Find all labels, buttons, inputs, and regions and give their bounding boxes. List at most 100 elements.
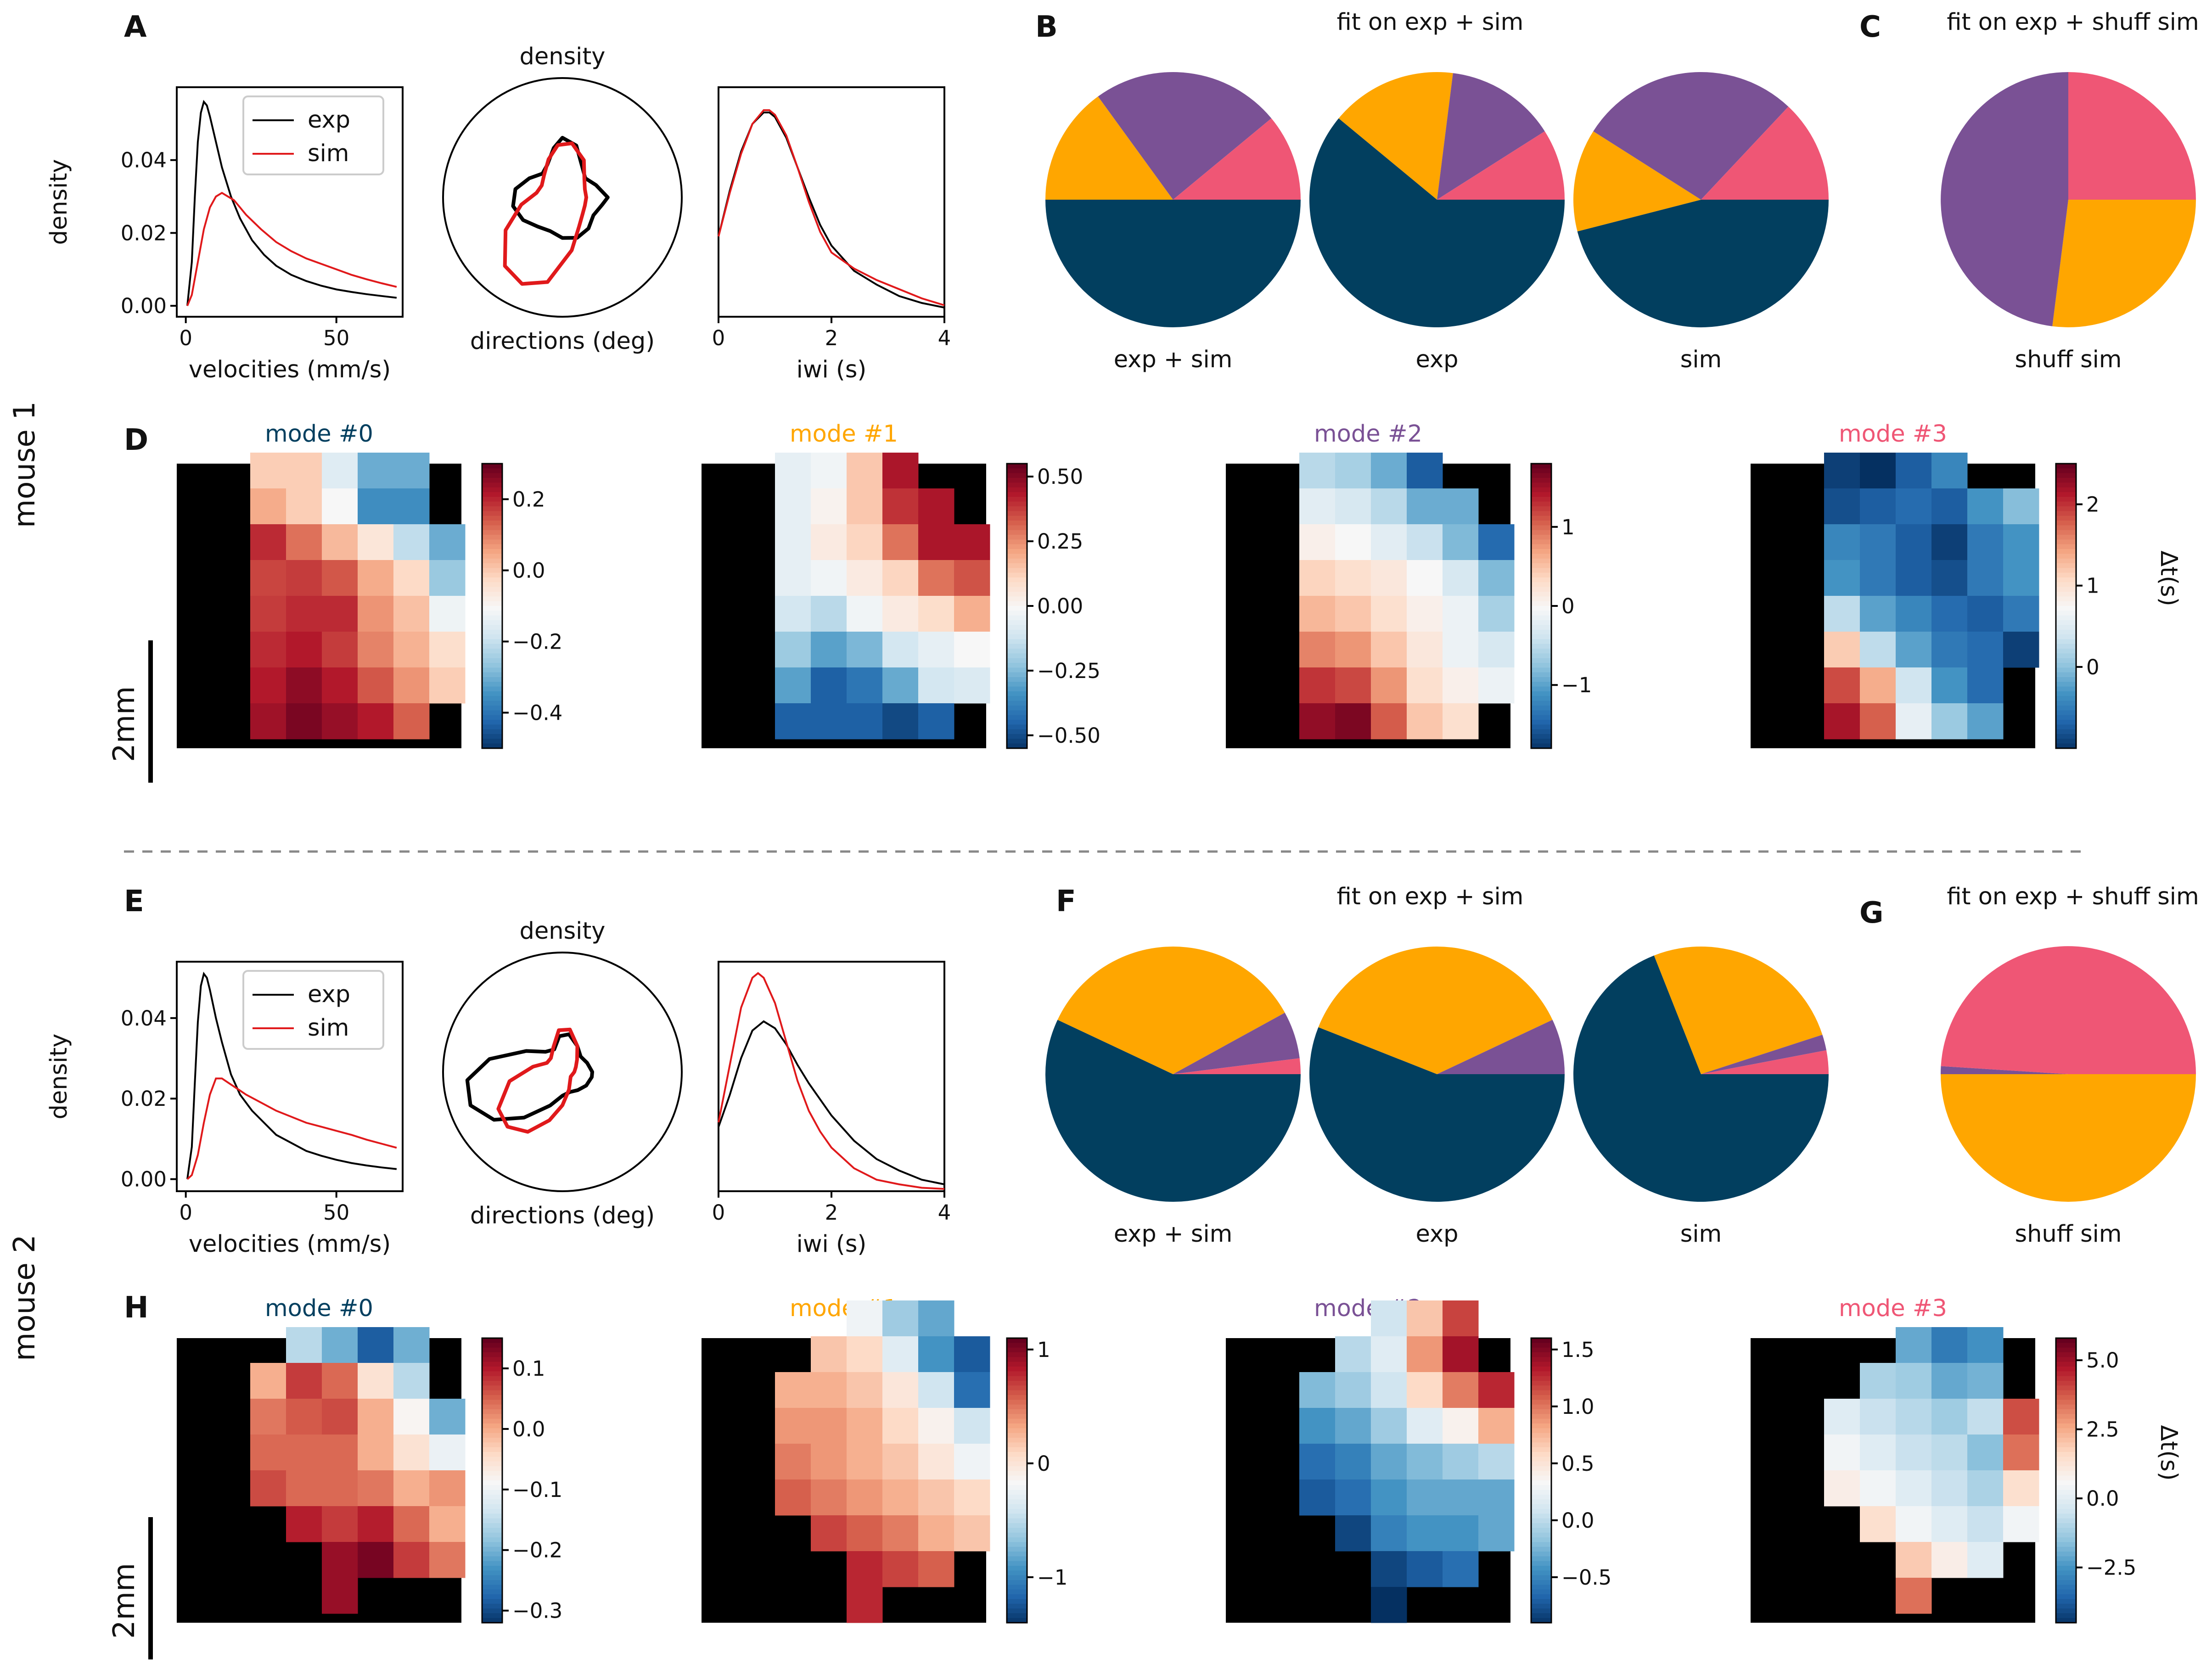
heatmap-cell [1967, 596, 2004, 632]
colorbar-step [1007, 1575, 1027, 1580]
heatmap-cell [1371, 488, 1407, 525]
colorbar-step [1531, 606, 1551, 611]
colorbar-step [1531, 1613, 1551, 1619]
heatmap-cell [775, 1444, 811, 1480]
colorbar-step [2056, 1362, 2076, 1367]
colorbar-step [2056, 1618, 2076, 1623]
colorbar-step [1531, 1376, 1551, 1381]
direction-line-exp [511, 136, 610, 240]
heatmap-cell [1443, 1336, 1479, 1373]
heatmap-cell [1335, 1444, 1371, 1480]
heatmap-cell [429, 667, 466, 704]
colorbar-step [2056, 739, 2076, 744]
colorbar-step [1531, 1485, 1551, 1491]
heatmap-cell [322, 560, 358, 596]
iwi-xlabel: iwi (s) [797, 356, 867, 383]
colorbar-step [482, 516, 502, 521]
colorbar-step [1007, 606, 1027, 611]
heatmap-cell [1967, 667, 2004, 704]
colorbar-step [1007, 1423, 1027, 1429]
heatmap-cell [250, 488, 286, 525]
colorbar-step [1531, 739, 1551, 744]
heatmap-cell [358, 560, 394, 596]
colorbar-step [482, 592, 502, 597]
colorbar-step [1531, 1542, 1551, 1547]
colorbar-step [1531, 1603, 1551, 1609]
colorbar-step [2056, 1485, 2076, 1491]
heatmap-cell [775, 596, 811, 632]
colorbar-step [482, 644, 502, 649]
colorbar-step [2056, 1585, 2076, 1590]
colorbar-step [2056, 1556, 2076, 1562]
colorbar-step [1007, 1585, 1027, 1590]
heatmap-cell [1931, 1435, 1968, 1471]
colorbar-step [482, 1400, 502, 1405]
colorbar-step [1531, 1618, 1551, 1623]
colorbar-step [1007, 1367, 1027, 1372]
heatmap-cell [1896, 1506, 1932, 1542]
colorbar-step [482, 1518, 502, 1524]
velocity-line-exp [186, 971, 397, 1179]
colorbar-step [1007, 1509, 1027, 1514]
heatmap-cell [847, 488, 883, 525]
heatmap-cell [358, 1470, 394, 1507]
colorbar-step [2056, 521, 2076, 526]
colorbar-step [2056, 706, 2076, 711]
colorbar-step [2056, 464, 2076, 469]
colorbar-step [482, 701, 502, 706]
heatmap-cell [1443, 1372, 1479, 1408]
colorbar-step [1007, 701, 1027, 706]
colorbar-step [1007, 682, 1027, 687]
heatmap-cell [954, 1336, 990, 1373]
heatmap-cell [358, 1327, 394, 1363]
heatmap-cell [1407, 596, 1443, 632]
heatmap-cell [1407, 1300, 1443, 1337]
pie-slice-mode-2 [1940, 1066, 2068, 1074]
pie-slice-mode-3 [1701, 106, 1829, 200]
heatmap-cell [1371, 1444, 1407, 1480]
heatmap-cell [250, 1470, 286, 1507]
colorbar-step [1531, 710, 1551, 716]
colorbar-step [1531, 587, 1551, 592]
heatmap-cell [1371, 1372, 1407, 1408]
heatmap-cell [1335, 667, 1371, 704]
heatmap-cell [1896, 453, 1932, 489]
colorbar-step [2056, 686, 2076, 692]
colorbar-step [1007, 596, 1027, 602]
colorbar-step [1007, 1428, 1027, 1434]
heatmap-cell [322, 1399, 358, 1435]
colorbar-tick-label: 0.1 [512, 1356, 545, 1381]
colorbar-step [2056, 682, 2076, 687]
heatmap-cell [811, 596, 847, 632]
colorbar [2055, 1337, 2077, 1624]
scale-bar-label-mouse2: 2mm [107, 1563, 141, 1639]
heatmap-cell [1860, 453, 1896, 489]
colorbar-step [1007, 1466, 1027, 1472]
colorbar-step [1531, 696, 1551, 701]
colorbar-step [1007, 506, 1027, 512]
heatmap-cell [1860, 632, 1896, 668]
colorbar-step [2056, 1499, 2076, 1505]
colorbar-step [1007, 468, 1027, 474]
colorbar-step [2056, 1352, 2076, 1358]
heatmap-cell [1896, 1399, 1932, 1435]
pie-slice-mode-2 [1941, 72, 2068, 326]
heatmap-cell [393, 703, 430, 740]
colorbar-step [482, 1523, 502, 1529]
colorbar-step [2056, 1504, 2076, 1509]
iwi-xlabel: iwi (s) [797, 1231, 867, 1258]
heatmap-cell [882, 488, 919, 525]
iwi-line-exp [718, 1020, 945, 1185]
colorbar-frame [1006, 1337, 1028, 1624]
colorbar-step [1007, 1395, 1027, 1401]
colorbar-step [1531, 535, 1551, 540]
heatmap-cell [811, 1479, 847, 1516]
colorbar-step [482, 739, 502, 744]
colorbar-step [1531, 663, 1551, 668]
colorbar-step [1531, 1371, 1551, 1377]
heatmap-cell [393, 632, 430, 668]
colorbar-step [482, 596, 502, 602]
heatmap-cell [1824, 1435, 1860, 1471]
mouse1-label: mouse 1 [8, 401, 42, 528]
